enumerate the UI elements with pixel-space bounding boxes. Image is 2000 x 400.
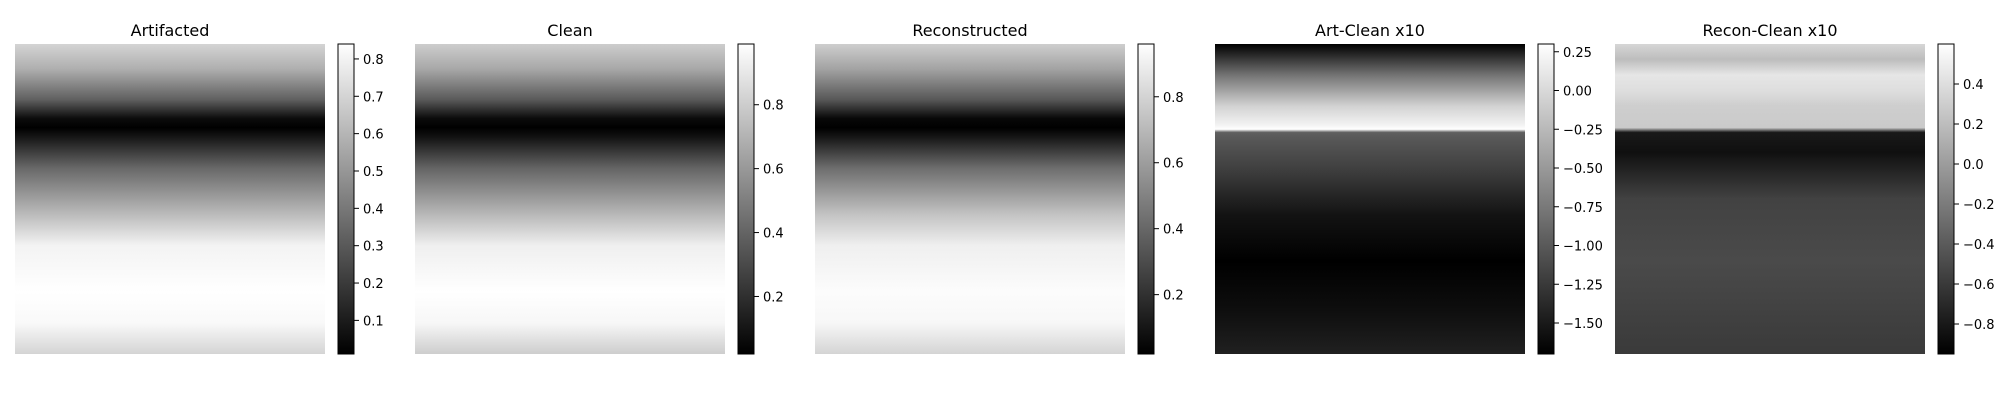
colorbar-tick-label: 0.4 — [1963, 78, 1984, 93]
panels: Artifacted 0.1 0.2 0.3 0.4 0.5 0.6 0.7 0.8 Clean 0… — [15, 21, 1995, 354]
colorbar — [1938, 44, 1954, 354]
colorbar — [338, 44, 354, 354]
heatmap-panel-2: Clean 0.2 0.4 0.6 0.8 — [415, 21, 784, 354]
colorbar-tick-label: 0.6 — [363, 128, 384, 143]
heatmap-image — [15, 44, 325, 354]
colorbar-tick-label: −0.4 — [1963, 238, 1995, 253]
colorbar-tick-label: −0.8 — [1963, 318, 1995, 333]
colorbar-tick-label: 0.1 — [363, 314, 384, 329]
panel-title: Recon-Clean x10 — [1702, 21, 1837, 40]
panel-title: Clean — [547, 21, 592, 40]
colorbar-tick-label: −0.50 — [1563, 162, 1603, 177]
colorbar-tick-label: 0.2 — [363, 277, 384, 292]
panel-title: Artifacted — [131, 21, 210, 40]
heatmap-panel-1: Artifacted 0.1 0.2 0.3 0.4 0.5 0.6 0.7 0.8 — [15, 21, 384, 354]
colorbar-tick-label: 0.0 — [1963, 158, 1984, 173]
colorbar-tick-label: 0.3 — [363, 240, 384, 255]
colorbar-tick-label: −1.25 — [1563, 278, 1603, 293]
colorbar-tick-label: 0.8 — [363, 53, 384, 68]
colorbar — [738, 44, 754, 354]
colorbar-tick-label: −1.50 — [1563, 317, 1603, 332]
colorbar-tick-label: 0.7 — [363, 90, 384, 105]
heatmap-panel-3: Reconstructed 0.2 0.4 0.6 0.8 — [815, 21, 1184, 354]
colorbar-tick-label: −0.75 — [1563, 201, 1603, 216]
colorbar-tick-label: 0.4 — [363, 202, 384, 217]
colorbar-tick-label: −0.2 — [1963, 198, 1995, 213]
heatmap-image — [1615, 44, 1925, 354]
colorbar — [1538, 44, 1554, 354]
colorbar-tick-label: 0.2 — [763, 290, 784, 305]
colorbar-tick-label: 0.2 — [1963, 118, 1984, 133]
panel-title: Reconstructed — [912, 21, 1027, 40]
colorbar-tick-label: −1.00 — [1563, 240, 1603, 255]
colorbar-tick-label: 0.4 — [1163, 223, 1184, 238]
colorbar-tick-label: 0.2 — [1163, 289, 1184, 304]
heatmap-panel-5: Recon-Clean x10 0.4 0.2 0.0 −0.2 −0.4 −0.6 −0.8 — [1615, 21, 1995, 354]
panel-title: Art-Clean x10 — [1315, 21, 1425, 40]
colorbar-tick-label: 0.25 — [1563, 46, 1592, 61]
colorbar-tick-label: 0.00 — [1563, 85, 1592, 100]
colorbar-tick-label: 0.8 — [763, 99, 784, 114]
colorbar-tick-label: 0.6 — [1163, 157, 1184, 172]
colorbar-tick-label: 0.8 — [1163, 91, 1184, 106]
colorbar-tick-label: 0.6 — [763, 163, 784, 178]
colorbar-tick-label: 0.5 — [363, 165, 384, 180]
colorbar-tick-label: −0.6 — [1963, 278, 1995, 293]
colorbar-tick-label: −0.25 — [1563, 123, 1603, 138]
heatmap-image — [1215, 44, 1525, 354]
heatmap-panel-4: Art-Clean x10 0.25 0.00 −0.25 −0.50 −0.75 −1.0… — [1215, 21, 1603, 354]
heatmap-image — [815, 44, 1125, 354]
heatmap-image — [415, 44, 725, 354]
colorbar-tick-label: 0.4 — [763, 227, 784, 242]
colorbar — [1138, 44, 1154, 354]
